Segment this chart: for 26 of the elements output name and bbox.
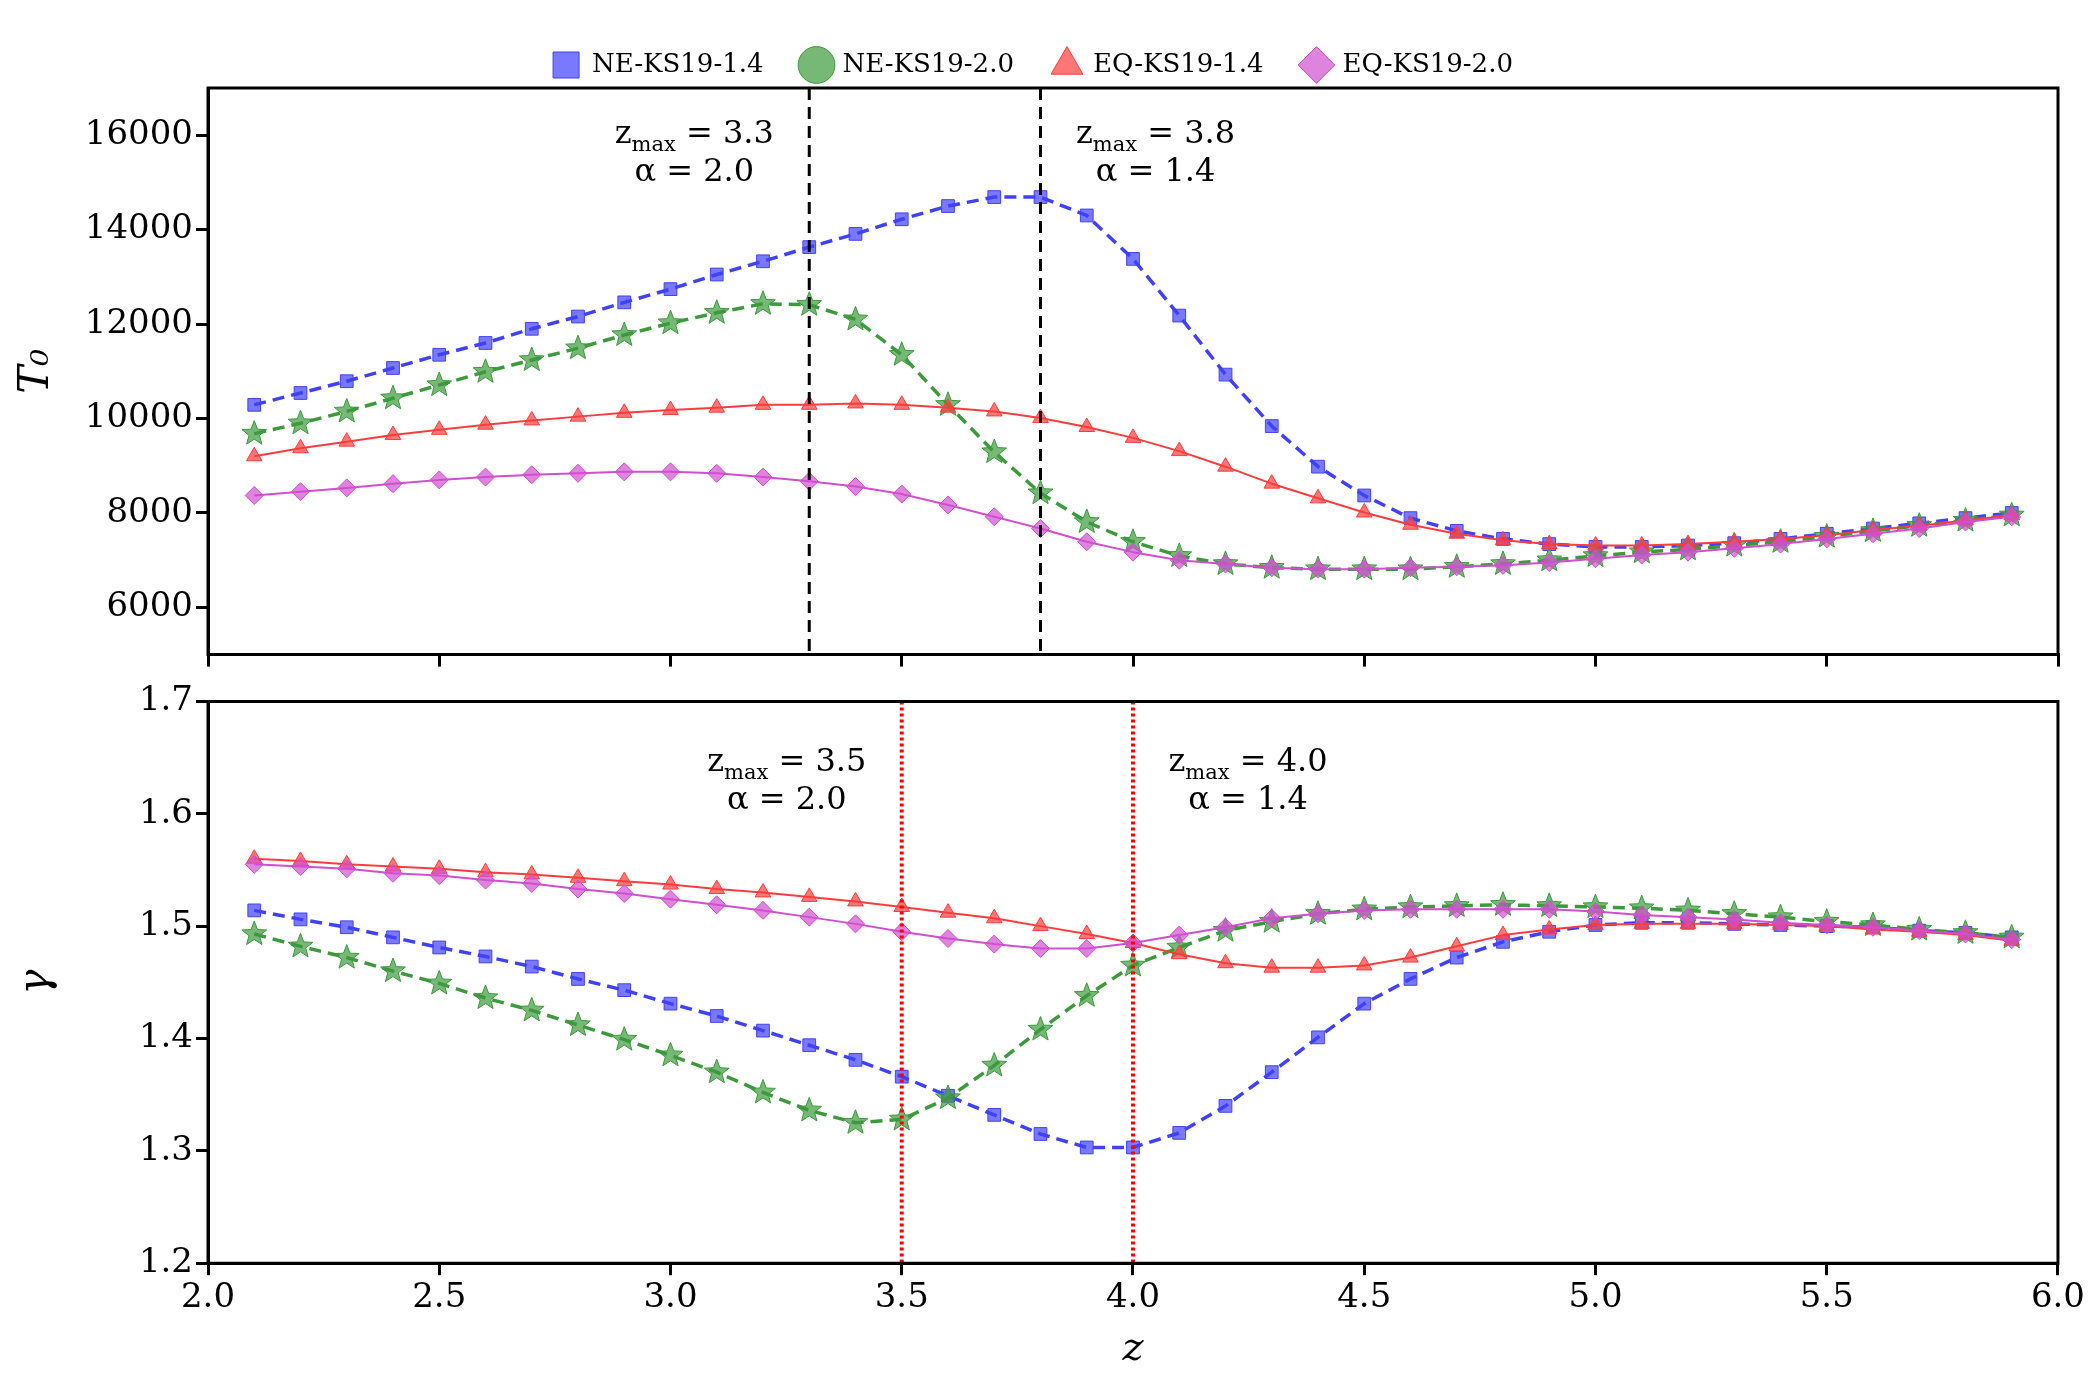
legend-label: NE-KS19-2.0 (842, 47, 1014, 78)
legend-label: NE-KS19-1.4 (592, 47, 764, 78)
y-axis-title: γ (9, 968, 59, 995)
y-tick-label: 8000 (106, 489, 193, 530)
x-tick-label: 2.5 (412, 1275, 467, 1316)
y-tick-label: 1.4 (138, 1015, 193, 1056)
x-tick-label: 5.0 (1568, 1275, 1623, 1316)
x-tick-label: 5.5 (1799, 1275, 1854, 1316)
x-tick-label: 3.5 (874, 1275, 929, 1316)
y-tick-label: 6000 (106, 584, 193, 625)
x-tick-label: 3.0 (643, 1275, 698, 1316)
x-tick-label: 4.0 (1105, 1275, 1161, 1316)
y-tick-label: 12000 (84, 300, 193, 341)
x-tick-label: 6.0 (2030, 1275, 2085, 1316)
y-tick-label: 16000 (84, 112, 193, 153)
y-tick-label: 1.3 (138, 1127, 193, 1168)
x-tick-label: 4.5 (1337, 1275, 1392, 1316)
y-tick-label: 1.7 (138, 678, 193, 719)
x-axis-title: z (1121, 1323, 1145, 1370)
y-tick-label: 14000 (84, 206, 193, 247)
y-tick-label: 1.5 (138, 902, 193, 943)
y-tick-label: 1.6 (138, 790, 193, 831)
legend-label: EQ-KS19-2.0 (1342, 47, 1513, 78)
legend-label: EQ-KS19-1.4 (1092, 47, 1264, 78)
y-axis-title: T₀ (9, 348, 59, 394)
y-tick-label: 10000 (84, 395, 193, 436)
